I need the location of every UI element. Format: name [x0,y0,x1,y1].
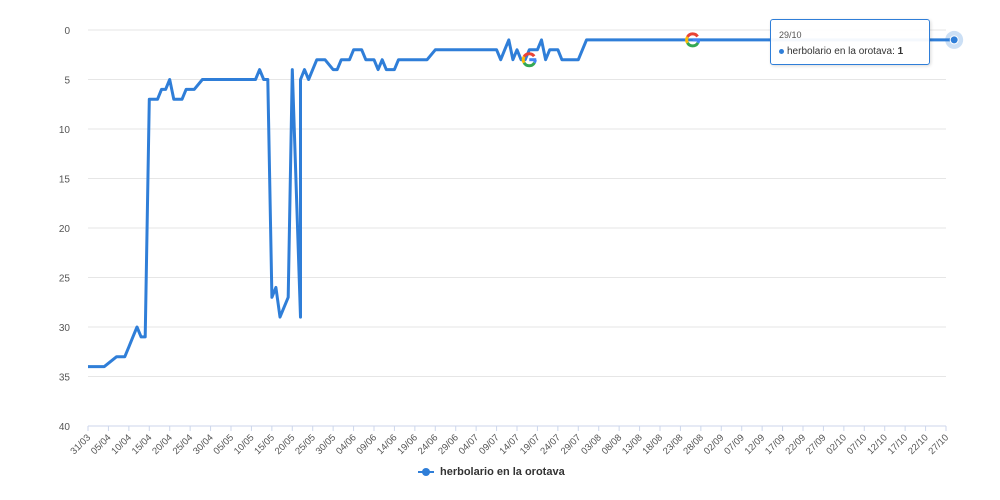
x-tick-label: 15/05 [252,432,277,457]
y-tick-label: 25 [59,274,71,285]
x-tick-label: 17/10 [886,432,911,457]
x-tick-label: 08/08 [600,432,625,457]
x-tick-label: 25/05 [293,432,318,457]
x-tick-label: 22/09 [784,432,809,457]
x-tick-label: 24/06 [416,432,441,457]
x-tick-label: 10/05 [232,432,257,457]
legend-label[interactable]: herbolario en la orotava [440,466,565,478]
series-last-point[interactable] [945,30,964,49]
tooltip: 29/10 herbolario en la orotava: 1 [770,19,930,65]
google-icon-arc [522,52,536,58]
x-tick-label: 14/06 [375,432,400,457]
google-icon-arc [521,55,526,64]
x-tick-label: 25/04 [171,432,196,457]
x-tick-label: 28/08 [681,432,706,457]
y-tick-label: 30 [59,323,71,334]
grid-lines [88,29,946,427]
x-tick-label: 07/09 [722,432,747,457]
y-tick-label: 5 [64,76,70,87]
y-tick-label: 20 [59,224,71,235]
google-icon-arc [522,61,536,68]
x-tick-label: 07/10 [845,432,870,457]
x-tick-label: 24/07 [538,432,563,457]
tooltip-bullet [779,48,784,54]
x-tick-label: 27/10 [927,432,952,457]
legend-dot [422,468,430,476]
x-tick-label: 19/07 [518,432,543,457]
series-point[interactable] [949,35,959,45]
y-axis-labels: 0 5 10 15 20 25 30 35 40 [59,26,71,433]
google-icon-arc [686,32,699,38]
tooltip-value: 1 [897,46,904,57]
x-tick-label: 10/04 [109,432,134,457]
y-tick-label: 40 [59,422,71,433]
x-tick-label: 05/05 [212,432,237,457]
x-tick-label: 13/08 [620,432,645,457]
y-tick-label: 10 [59,125,71,136]
legend[interactable]: herbolario en la orotava [418,466,565,478]
tooltip-row: herbolario en la orotava: 1 [779,46,903,57]
x-tick-label: 20/04 [150,432,175,457]
x-tick-label: 15/04 [130,432,155,457]
x-tick-label: 09/07 [477,432,502,457]
x-tick-label: 02/10 [824,432,849,457]
x-tick-label: 12/09 [743,432,768,457]
x-tick-label: 04/07 [457,432,482,457]
y-tick-label: 35 [59,373,71,384]
google-update-icon[interactable] [685,32,701,48]
x-tick-label: 23/08 [661,432,686,457]
x-tick-label: 03/08 [579,432,604,457]
x-axis-labels: 31/0305/0410/0415/0420/0425/0430/0405/05… [69,432,952,457]
x-tick-label: 09/06 [355,432,380,457]
y-tick-label: 15 [59,175,71,186]
x-tick-label: 17/09 [763,432,788,457]
y-tick-label: 0 [64,26,70,37]
x-tick-label: 27/09 [804,432,829,457]
x-tick-label: 30/04 [191,432,216,457]
x-tick-label: 20/05 [273,432,298,457]
google-update-markers[interactable] [521,32,701,68]
x-axis-tick-marks [87,426,947,431]
x-tick-label: 22/10 [906,432,931,457]
tooltip-series: herbolario en la orotava [787,46,893,57]
x-tick-label: 29/06 [436,432,461,457]
x-tick-label: 19/06 [395,432,420,457]
x-tick-label: 05/04 [89,432,114,457]
x-tick-label: 31/03 [69,432,94,457]
x-tick-label: 12/10 [865,432,890,457]
google-icon-arc [685,36,689,44]
tooltip-date: 29/10 [779,30,802,40]
x-tick-label: 04/06 [334,432,359,457]
x-tick-label: 18/08 [641,432,666,457]
x-tick-label: 29/07 [559,432,584,457]
x-tick-label: 14/07 [498,432,523,457]
x-tick-label: 30/05 [314,432,339,457]
legend-marker [418,467,434,477]
x-tick-label: 02/09 [702,432,727,457]
google-icon-arc [686,41,700,48]
google-update-icon[interactable] [521,52,537,68]
series-line[interactable] [88,38,955,369]
